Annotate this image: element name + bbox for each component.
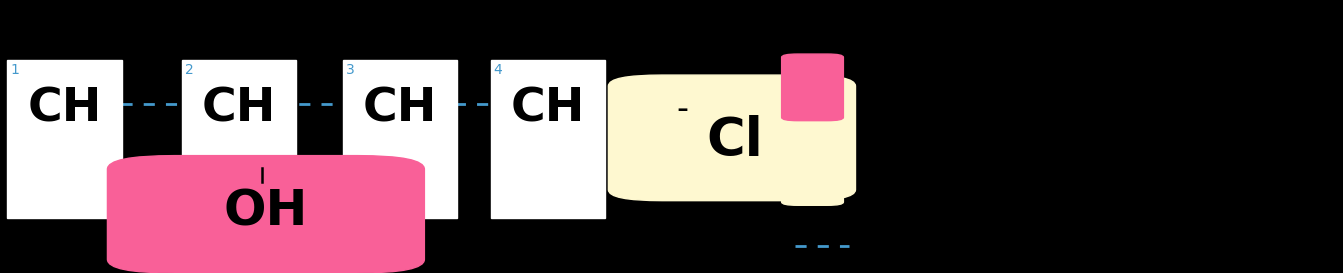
Text: CH: CH [201, 87, 277, 132]
FancyBboxPatch shape [608, 75, 855, 201]
Text: 4: 4 [494, 63, 502, 77]
Text: CH: CH [363, 87, 438, 132]
FancyBboxPatch shape [107, 156, 424, 273]
Bar [492, 60, 606, 218]
Text: OH: OH [224, 188, 308, 236]
Text: 2: 2 [184, 63, 193, 77]
Text: -: - [677, 93, 688, 126]
Text: Cl: Cl [706, 115, 763, 167]
Text: 1: 1 [9, 63, 19, 77]
FancyBboxPatch shape [782, 139, 843, 205]
Text: 3: 3 [346, 63, 355, 77]
Text: CH: CH [510, 87, 586, 132]
FancyBboxPatch shape [782, 54, 843, 121]
Bar [7, 60, 121, 218]
Bar [344, 60, 457, 218]
Text: CH: CH [27, 87, 102, 132]
Bar [181, 60, 295, 218]
